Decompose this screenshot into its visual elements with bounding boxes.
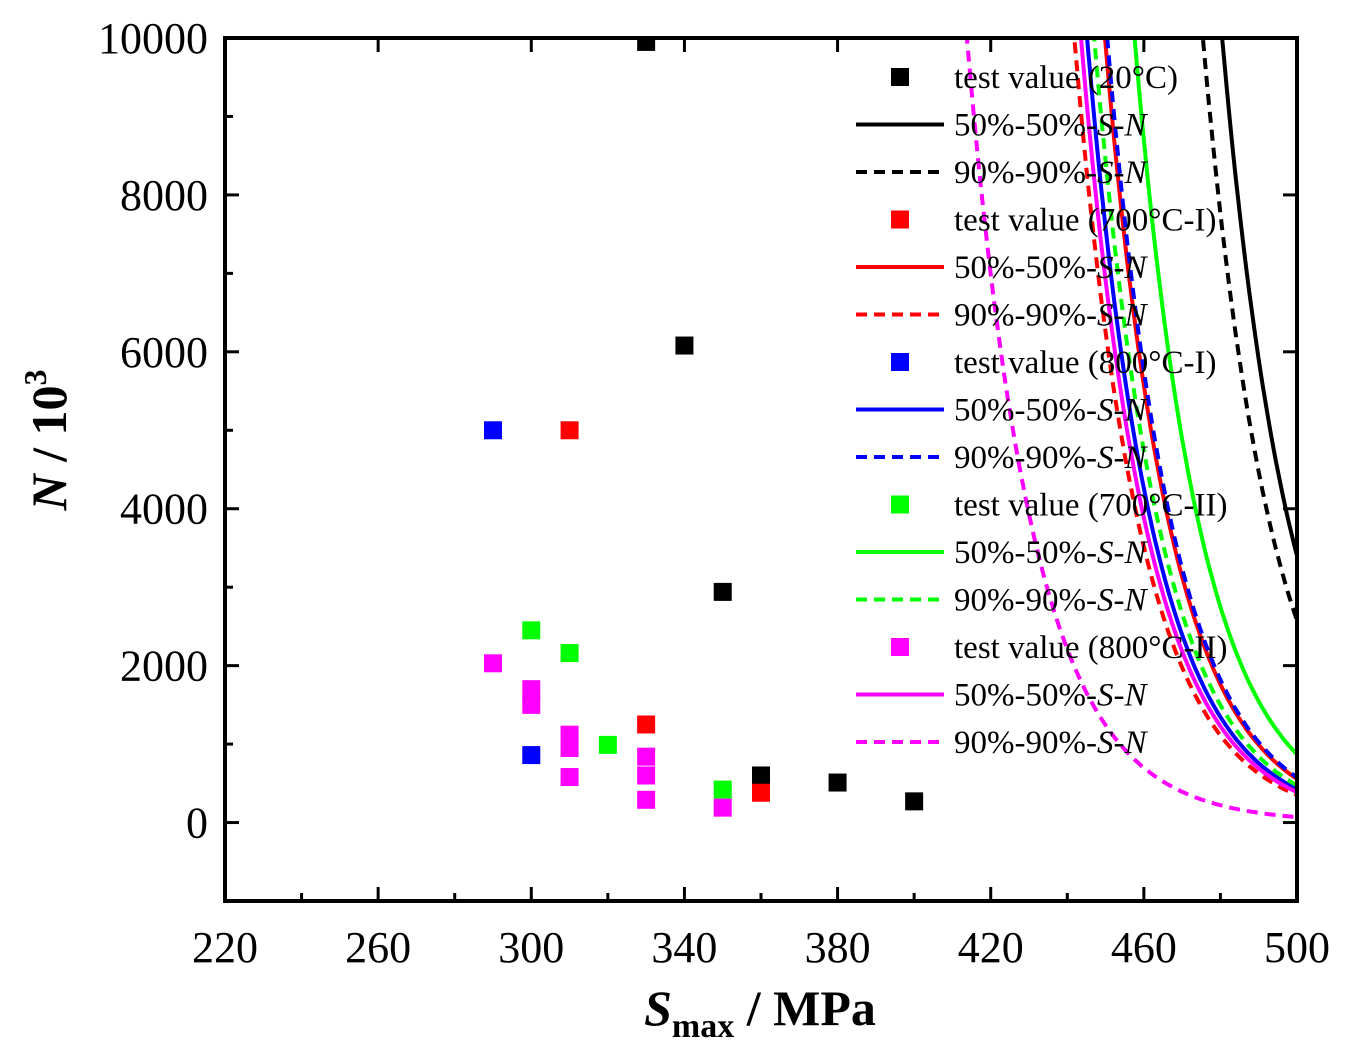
data-point-test-value-20-c — [713, 582, 732, 601]
curve-90-test-value-800-c-ii — [964, 38, 1297, 820]
y-axis-title-main: N — [21, 473, 77, 512]
x-tick-label: 300 — [498, 923, 564, 972]
x-tick-labels: 220 260 300 340 380 420 460 500 — [192, 923, 1330, 972]
y-axis-title: N / 103 — [17, 369, 77, 511]
data-point-test-value-700-c-i — [752, 783, 770, 802]
legend-marker-test-value-700-c-i — [891, 210, 909, 229]
y-tick-label: 2000 — [120, 642, 208, 691]
legend-label-50-test-value-800-c-ii: 50%-50%-S-N — [954, 678, 1148, 714]
curve-90-test-value-700-c-i — [1072, 38, 1297, 797]
x-tick-label: 380 — [805, 923, 871, 972]
legend-marker-test-value-800-c-ii — [891, 638, 909, 656]
curve-90-test-value-800-c-i — [1105, 38, 1297, 780]
x-tick-label: 420 — [958, 923, 1024, 972]
curve-90-test-value-20-c — [1200, 38, 1297, 622]
data-point-test-value-800-c-i — [522, 746, 541, 765]
y-tick-label: 8000 — [120, 171, 208, 220]
x-axis-title-sub: max — [672, 1008, 734, 1045]
legend-label-test-value-800-c-i: test value (800°C-I) — [954, 345, 1216, 381]
y-tick-label: 6000 — [120, 328, 208, 377]
curves-layer — [964, 38, 1297, 820]
data-point-test-value-800-c-i — [484, 421, 502, 440]
markers-layer — [484, 38, 924, 817]
x-tick-label: 340 — [651, 923, 717, 972]
data-point-test-value-800-c-ii — [637, 790, 656, 809]
data-point-test-value-800-c-ii — [637, 766, 656, 785]
data-point-test-value-20-c — [675, 336, 694, 355]
curve-50-test-value-20-c — [1220, 38, 1297, 557]
x-tick-label: 500 — [1264, 923, 1330, 972]
legend-label-90-test-value-20-c: 90%-90%-S-N — [954, 155, 1148, 191]
data-point-test-value-700-c-i — [560, 421, 579, 440]
x-axis-title: Smax / MPa — [644, 980, 876, 1045]
data-point-test-value-700-c-ii — [713, 780, 732, 799]
legend-label-90-test-value-700-c-ii: 90%-90%-S-N — [954, 583, 1148, 619]
legend-label-50-test-value-800-c-i: 50%-50%-S-N — [954, 393, 1148, 429]
y-tick-labels: 0 2000 4000 6000 8000 10000 — [98, 14, 208, 848]
data-point-test-value-800-c-ii — [484, 654, 502, 673]
y-tick-label: 0 — [186, 799, 208, 848]
axis-ticks — [223, 36, 1299, 903]
data-point-test-value-800-c-ii — [522, 680, 541, 699]
x-tick-label: 220 — [192, 923, 258, 972]
legend-label-90-test-value-700-c-i: 90%-90%-S-N — [954, 298, 1148, 334]
curve-50-test-value-800-c-ii — [1079, 38, 1297, 794]
data-point-test-value-20-c — [905, 792, 924, 811]
x-axis-title-main: S — [644, 980, 672, 1036]
data-point-test-value-700-c-ii — [598, 735, 617, 754]
legend-marker-test-value-800-c-i — [891, 353, 909, 371]
legend-label-90-test-value-800-c-ii: 90%-90%-S-N — [954, 725, 1148, 761]
data-point-test-value-700-c-ii — [522, 621, 541, 640]
data-point-test-value-800-c-ii — [713, 798, 732, 817]
curve-50-test-value-700-c-ii — [1132, 38, 1297, 756]
y-tick-label: 4000 — [120, 485, 208, 534]
legend-label-90-test-value-800-c-i: 90%-90%-S-N — [954, 440, 1148, 476]
legend-label-test-value-800-c-ii: test value (800°C-II) — [954, 630, 1227, 666]
y-axis-title-rest: / 10 — [21, 385, 77, 474]
legend-label-50-test-value-700-c-i: 50%-50%-S-N — [954, 250, 1148, 286]
legend-marker-test-value-700-c-ii — [891, 495, 909, 514]
legend-label-50-test-value-20-c: 50%-50%-S-N — [954, 108, 1148, 144]
legend-label-50-test-value-700-c-ii: 50%-50%-S-N — [954, 535, 1148, 571]
x-axis-title-rest: / MPa — [734, 980, 876, 1036]
data-point-test-value-800-c-ii — [560, 739, 579, 758]
data-point-test-value-800-c-ii — [522, 695, 541, 714]
data-point-test-value-700-c-i — [637, 715, 656, 734]
data-point-test-value-20-c — [828, 773, 847, 792]
y-tick-label: 10000 — [98, 14, 208, 63]
data-point-test-value-800-c-ii — [560, 768, 579, 787]
legend-label-test-value-700-c-ii: test value (700°C-II) — [954, 488, 1227, 524]
legend-label-test-value-20-c: test value (20°C) — [954, 60, 1178, 96]
curve-50-test-value-700-c-i — [1103, 38, 1297, 781]
data-point-test-value-800-c-ii — [637, 747, 656, 766]
x-tick-label: 460 — [1111, 923, 1177, 972]
data-point-test-value-700-c-ii — [560, 644, 579, 663]
curve-50-test-value-800-c-i — [1085, 38, 1297, 791]
y-axis-title-sup: 3 — [17, 369, 53, 385]
curve-90-test-value-700-c-ii — [1092, 38, 1297, 788]
legend: test value (20°C) 50%-50%-S-N 90%-90%-S-N t… — [856, 60, 1227, 761]
legend-marker-test-value-20-c — [891, 68, 909, 86]
legend-label-test-value-700-c-i: test value (700°C-I) — [954, 203, 1216, 239]
data-point-test-value-20-c — [752, 766, 770, 785]
x-tick-label: 260 — [345, 923, 411, 972]
data-point-test-value-20-c — [637, 38, 656, 51]
